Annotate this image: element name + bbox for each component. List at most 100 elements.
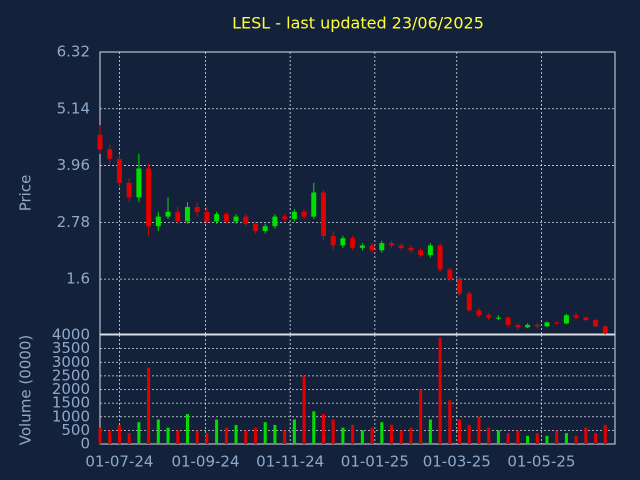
candle-body	[379, 243, 385, 251]
volume-bar	[594, 433, 598, 444]
volume-bar	[292, 419, 296, 444]
candle-body	[223, 214, 229, 222]
x-tick-label: 01-03-25	[423, 453, 491, 471]
candle-body	[418, 250, 424, 256]
volume-bar	[98, 427, 102, 444]
candle-body	[544, 322, 550, 327]
volume-bar	[273, 424, 277, 444]
candle-body	[136, 168, 142, 198]
candle-body	[525, 324, 531, 328]
candle-body	[243, 216, 249, 224]
candle-body	[107, 149, 113, 159]
candle-body	[272, 216, 278, 227]
volume-bar	[458, 419, 462, 444]
candle-body	[214, 214, 220, 222]
volume-bar	[390, 424, 394, 444]
candle-body	[126, 182, 132, 198]
volume-bar	[584, 427, 588, 444]
candle-body	[427, 245, 433, 256]
candle-body	[97, 134, 103, 150]
volume-bar	[117, 424, 121, 444]
candle-body	[204, 211, 210, 222]
candle-body	[301, 211, 307, 217]
candle-body	[563, 315, 569, 324]
volume-bar	[147, 367, 151, 444]
volume-bar	[564, 433, 568, 444]
volume-bar	[321, 414, 325, 444]
y-tick-label: 6.32	[57, 43, 90, 61]
y2-axis-label: Volume (0000)	[17, 335, 35, 445]
volume-bar	[127, 433, 131, 444]
y2-tick-label: 0	[80, 435, 90, 453]
candle-body	[252, 223, 258, 232]
y2-tick-label: 500	[61, 421, 90, 439]
volume-bar	[312, 411, 316, 444]
candle-body	[505, 317, 511, 325]
volume-bar	[351, 424, 355, 444]
y2-tick-label: 2000	[52, 380, 90, 398]
candle-body	[311, 192, 317, 217]
volume-bar	[467, 424, 471, 444]
candle-body	[320, 192, 326, 236]
volume-bar	[428, 419, 432, 444]
candle-body	[262, 226, 268, 232]
volume-bar	[234, 424, 238, 444]
volume-bar	[487, 427, 491, 444]
x-tick-label: 01-09-24	[171, 453, 239, 471]
y-tick-label: 1.6	[66, 270, 90, 288]
candle-body	[486, 315, 492, 318]
y2-tick-label: 3500	[52, 339, 90, 357]
volume-bar	[283, 430, 287, 444]
volume-bar	[331, 419, 335, 444]
candle-body	[602, 326, 608, 334]
volume-bar	[137, 422, 141, 444]
candle-body	[408, 247, 414, 251]
candle-body	[534, 324, 540, 327]
volume-bar	[438, 337, 442, 444]
volume-bar	[166, 427, 170, 444]
volume-bar	[302, 375, 306, 444]
volume-bar	[516, 430, 520, 444]
volume-bar	[108, 430, 112, 444]
candle-body	[466, 293, 472, 311]
y2-tick-label: 3000	[52, 353, 90, 371]
candle-body	[146, 168, 152, 227]
candle-body	[116, 158, 122, 183]
y-tick-label: 3.96	[57, 156, 90, 174]
candle-body	[194, 206, 200, 212]
volume-bar	[535, 433, 539, 444]
volume-bar	[205, 433, 209, 444]
candle-body	[437, 245, 443, 270]
candle-body	[291, 211, 297, 219]
y-axis-label: Price	[17, 175, 35, 212]
volume-bar	[176, 430, 180, 444]
volume-bar	[526, 435, 530, 444]
candle-body	[515, 324, 521, 328]
volume-bar	[419, 389, 423, 444]
y2-tick-label: 1000	[52, 407, 90, 425]
volume-bar	[341, 427, 345, 444]
x-tick-label: 01-07-24	[85, 453, 153, 471]
volume-bar	[496, 430, 500, 444]
candle-body	[282, 216, 288, 219]
candle-body	[457, 279, 463, 294]
candle-body	[175, 211, 181, 222]
volume-bar	[555, 430, 559, 444]
y2-tick-label: 2500	[52, 366, 90, 384]
volume-bar	[360, 430, 364, 444]
candle-body	[330, 235, 336, 246]
candle-body	[583, 317, 589, 321]
candle-body	[398, 245, 404, 248]
candle-body	[340, 238, 346, 246]
candle-body	[369, 245, 375, 251]
volume-bar	[253, 427, 257, 444]
volume-bar	[224, 427, 228, 444]
volume-bar	[477, 416, 481, 444]
volume-bar	[185, 414, 189, 444]
y-tick-label: 2.78	[57, 213, 90, 231]
candle-body	[350, 238, 356, 248]
candle-body	[155, 216, 161, 227]
candle-body	[184, 206, 190, 222]
